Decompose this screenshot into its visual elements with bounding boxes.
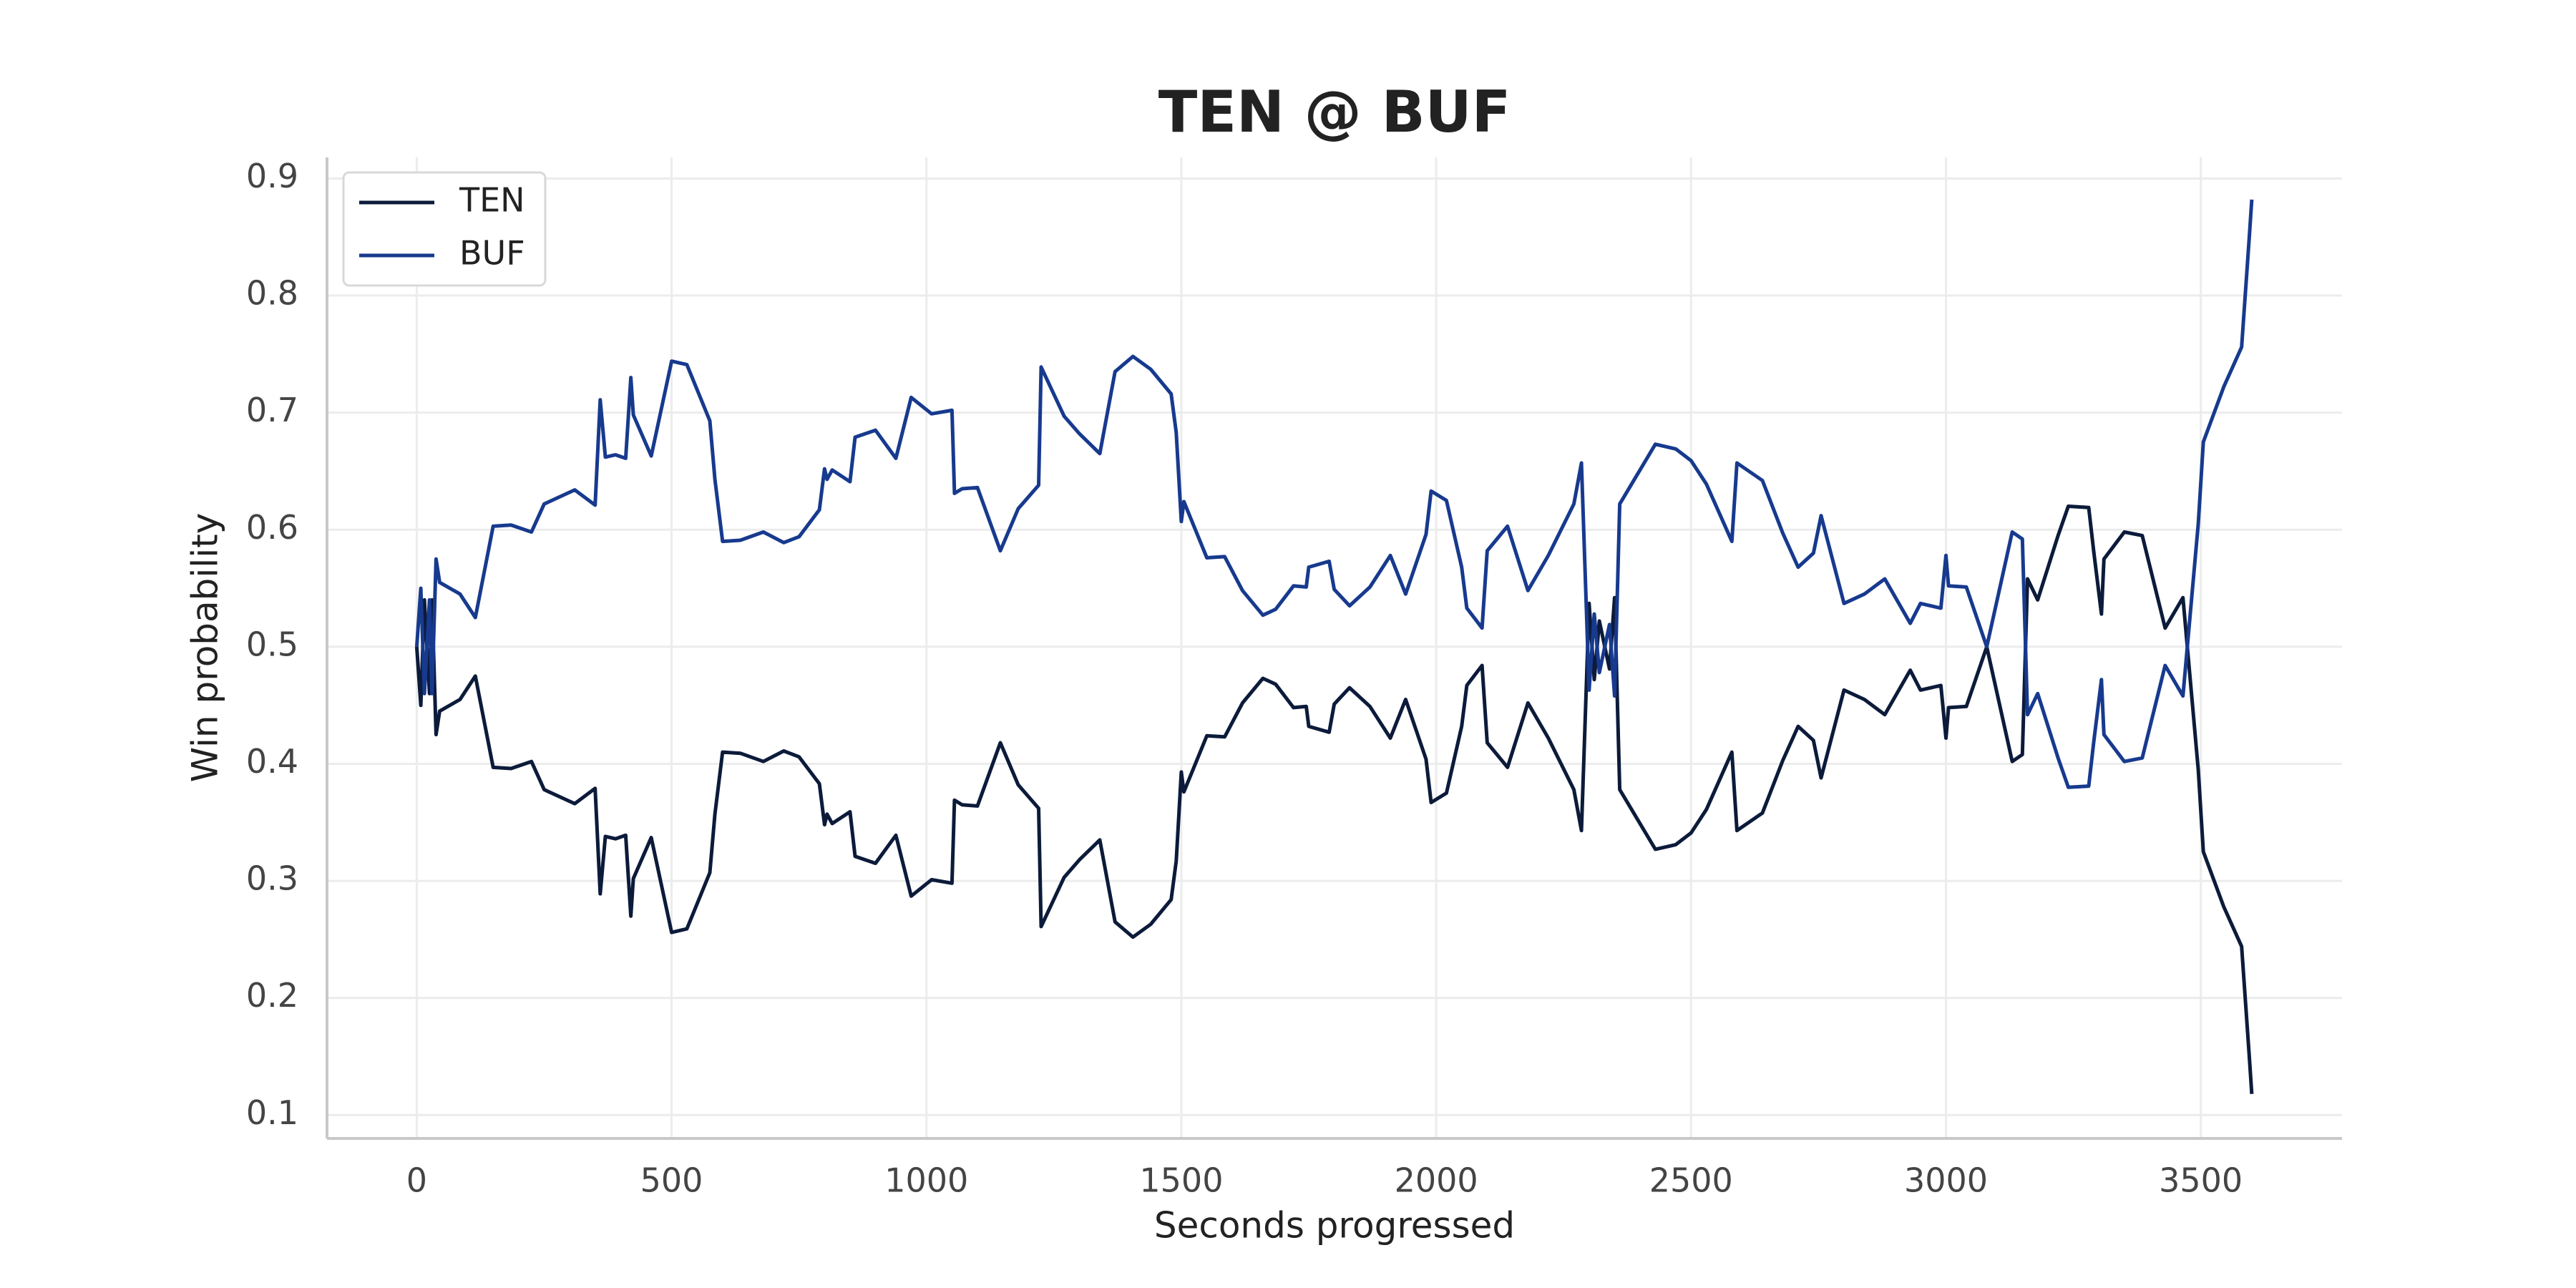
y-tick-label: 0.2 [246,976,298,1015]
y-tick-label: 0.1 [246,1093,298,1132]
y-tick-label: 0.4 [246,742,298,781]
x-tick-label: 1000 [884,1161,968,1200]
y-tick-label: 0.7 [246,391,298,429]
x-tick-label: 3000 [1904,1161,1988,1200]
legend-label: BUF [459,234,525,273]
x-tick-label: 1500 [1139,1161,1223,1200]
y-tick-label: 0.3 [246,859,298,898]
x-axis-label: Seconds progressed [1154,1205,1515,1246]
y-tick-label: 0.6 [246,508,298,547]
x-tick-label: 3500 [2159,1161,2243,1200]
x-tick-label: 2000 [1395,1161,1478,1200]
line-series [414,199,2254,789]
y-axis-label: Win probability [185,513,226,783]
y-tick-label: 0.9 [246,157,298,195]
line-series [414,504,2254,1094]
chart-title: TEN @ BUF [1158,79,1511,145]
y-tick-label: 0.8 [246,274,298,313]
y-tick-label: 0.5 [246,625,298,663]
legend-label: TEN [459,181,525,220]
x-tick-label: 500 [640,1161,703,1200]
x-tick-label: 0 [406,1161,427,1200]
x-tick-label: 2500 [1649,1161,1733,1200]
